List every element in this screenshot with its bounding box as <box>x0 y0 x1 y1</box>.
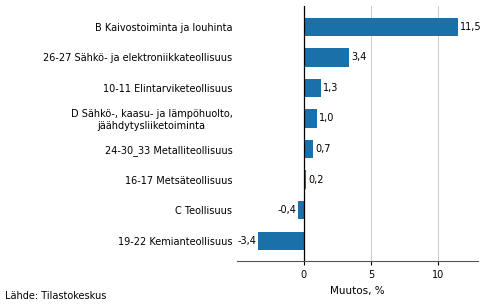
Text: Lähde: Tilastokeskus: Lähde: Tilastokeskus <box>5 291 106 301</box>
Text: -3,4: -3,4 <box>237 236 256 246</box>
X-axis label: Muutos, %: Muutos, % <box>330 286 385 296</box>
Text: 1,0: 1,0 <box>319 113 335 123</box>
Text: 11,5: 11,5 <box>460 22 482 32</box>
Text: 1,3: 1,3 <box>323 83 339 93</box>
Bar <box>304 171 307 189</box>
Bar <box>304 140 313 158</box>
Text: 0,2: 0,2 <box>309 174 324 185</box>
Bar <box>304 109 317 128</box>
Bar <box>258 232 304 250</box>
Bar <box>298 201 304 219</box>
Bar <box>304 79 321 97</box>
Text: -0,4: -0,4 <box>278 205 296 215</box>
Bar <box>304 18 458 36</box>
Text: 0,7: 0,7 <box>315 144 331 154</box>
Text: 3,4: 3,4 <box>352 52 367 62</box>
Bar <box>304 48 350 67</box>
